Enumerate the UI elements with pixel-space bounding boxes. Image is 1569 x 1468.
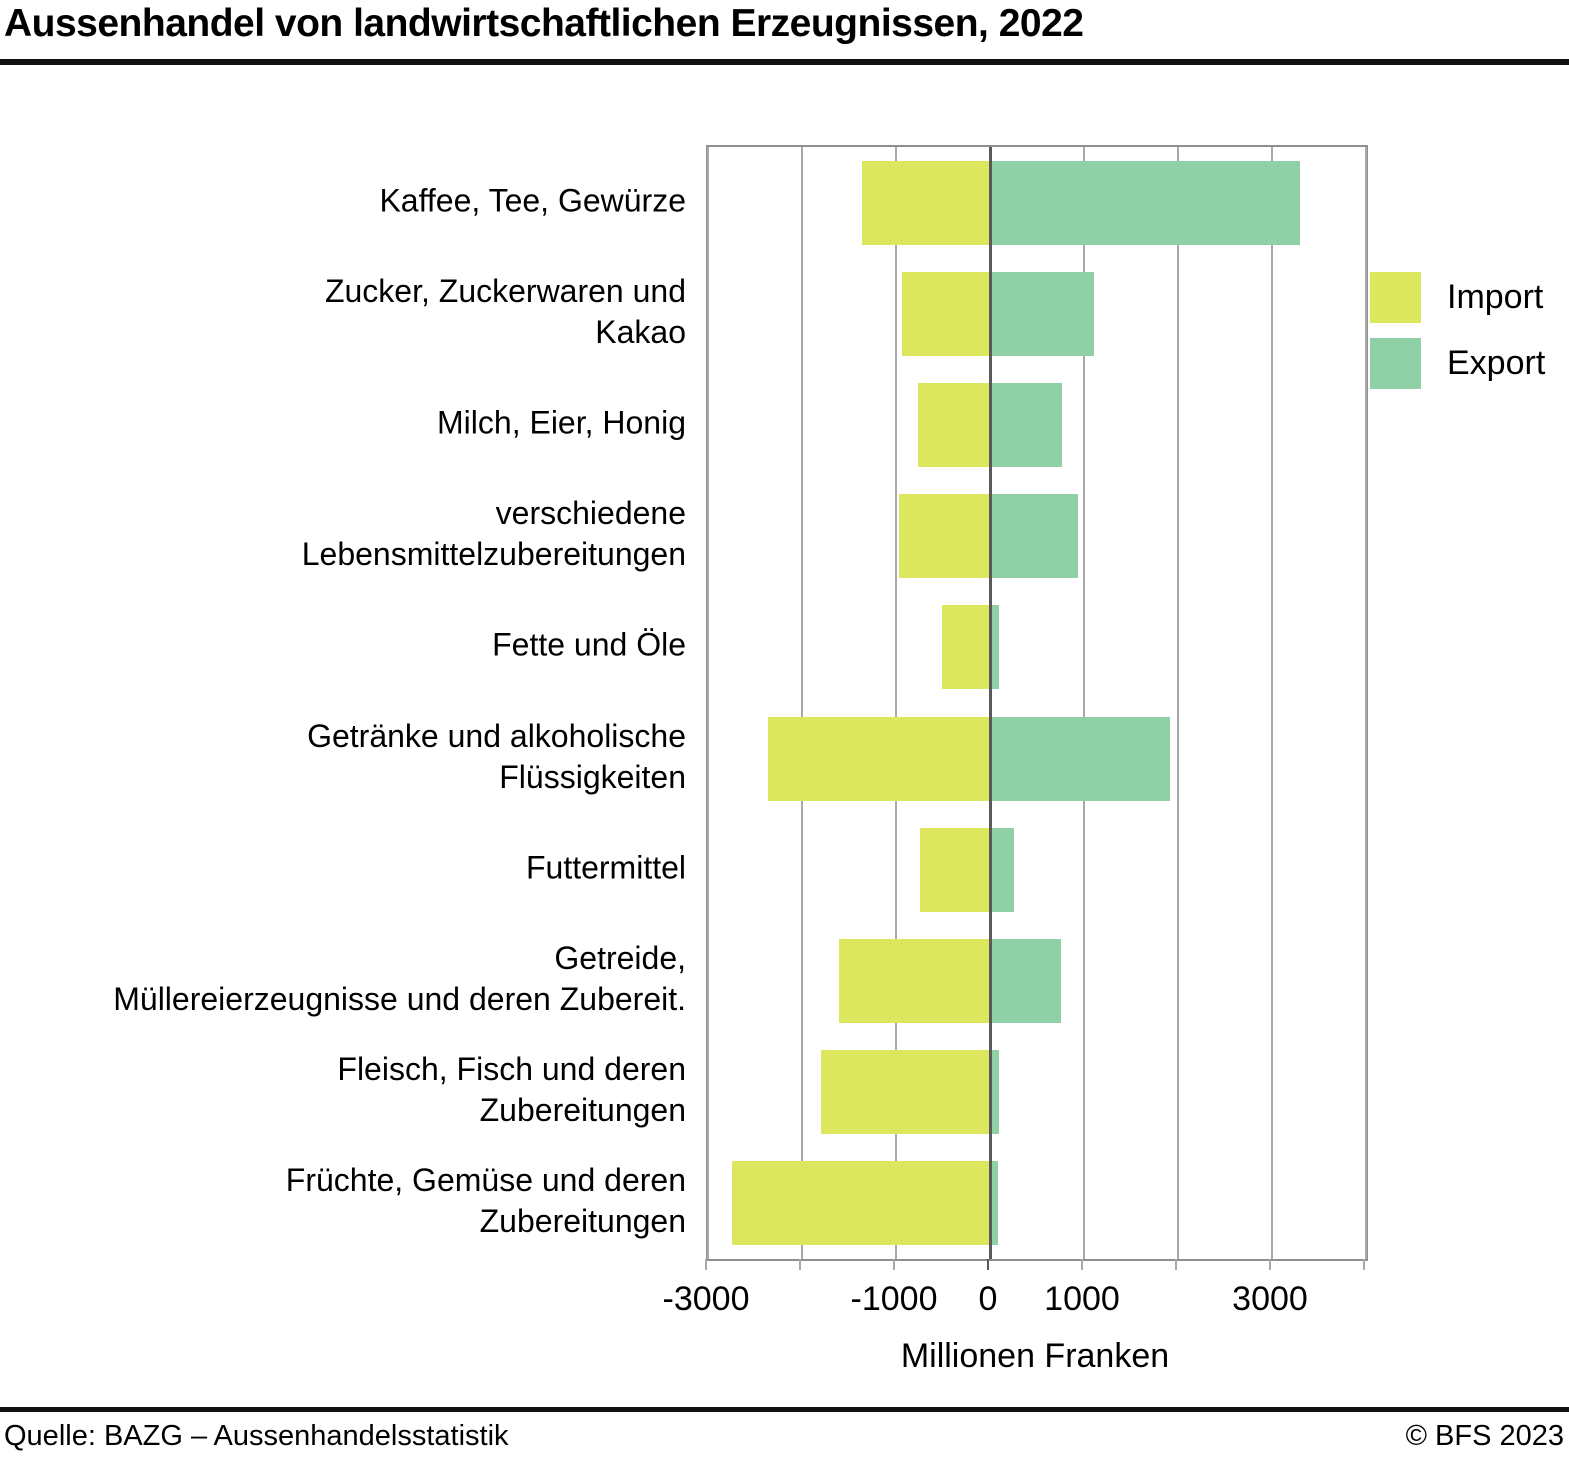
x-tick-label: -3000 <box>662 1280 750 1318</box>
footer-divider <box>0 1407 1569 1412</box>
bar-import <box>768 716 990 801</box>
bar-export <box>990 271 1095 356</box>
bar-export <box>990 1161 999 1246</box>
category-label: Getränke und alkoholische Flüssigkeiten <box>307 717 686 795</box>
bar-export <box>990 1050 1000 1135</box>
category-label: Futtermittel <box>525 849 686 886</box>
source-text: Quelle: BAZG – Aussenhandelsstatistik <box>4 1420 509 1452</box>
bar-import <box>917 383 990 467</box>
category-label: Zucker, Zuckerwaren und Kakao <box>324 272 686 350</box>
bar-import <box>898 494 990 579</box>
copyright-text: © BFS 2023 <box>1405 1420 1564 1452</box>
bar-export <box>990 383 1063 467</box>
category-label: Getreide, Müllereierzeugnisse und deren Z… <box>113 940 686 1017</box>
bar-import <box>920 827 990 912</box>
bar-export <box>990 939 1062 1023</box>
zero-axis-line <box>988 147 992 1259</box>
x-tick <box>1175 1259 1177 1270</box>
category-label: Milch, Eier, Honig <box>437 404 686 441</box>
legend-label-export: Export <box>1447 344 1546 382</box>
x-tick-label: 1000 <box>1044 1280 1120 1318</box>
x-tick <box>1269 1259 1271 1270</box>
bar-import <box>942 605 990 690</box>
legend-item-export: Export <box>1370 338 1545 389</box>
bar-import <box>862 160 990 245</box>
bar-import <box>820 1050 990 1135</box>
plot-area <box>706 145 1368 1261</box>
gridline <box>707 147 709 1259</box>
legend: Import Export <box>1370 272 1545 404</box>
x-axis-title: Millionen Franken <box>900 1337 1170 1375</box>
title-divider <box>0 59 1569 65</box>
category-label: Früchte, Gemüse und deren Zubereitungen <box>285 1162 686 1240</box>
category-label: Fette und Öle <box>492 626 686 663</box>
bar-export <box>990 716 1170 801</box>
bar-import <box>838 939 990 1023</box>
bar-export <box>990 827 1015 912</box>
legend-label-import: Import <box>1447 278 1544 316</box>
gridline <box>1365 147 1367 1259</box>
x-tick-label: 3000 <box>1232 1280 1308 1318</box>
export-swatch <box>1370 338 1421 389</box>
bar-import <box>901 271 990 356</box>
footer: Quelle: BAZG – Aussenhandelsstatistik © … <box>0 1420 1569 1453</box>
bar-export <box>990 160 1301 245</box>
category-label: Kaffee, Tee, Gewürze <box>379 182 686 219</box>
category-label: Fleisch, Fisch und deren Zubereitungen <box>337 1051 686 1129</box>
gridline <box>1271 147 1273 1259</box>
gridline <box>801 147 803 1259</box>
gridline <box>1083 147 1085 1259</box>
x-tick <box>799 1259 801 1270</box>
x-tick <box>987 1259 989 1270</box>
legend-item-import: Import <box>1370 272 1545 323</box>
x-tick <box>893 1259 895 1270</box>
bar-export <box>990 605 1000 690</box>
category-label: verschiedene Lebensmittelzubereitungen <box>301 495 686 573</box>
x-tick <box>705 1259 707 1270</box>
x-tick-label: -1000 <box>850 1280 938 1318</box>
x-tick <box>1081 1259 1083 1270</box>
page-title: Aussenhandel von landwirtschaftlichen Er… <box>4 2 1084 45</box>
x-tick-label: 0 <box>978 1280 998 1318</box>
bar-import <box>732 1161 990 1246</box>
bar-export <box>990 494 1079 579</box>
x-tick <box>1363 1259 1365 1270</box>
import-swatch <box>1370 272 1421 323</box>
gridline <box>1177 147 1179 1259</box>
gridline <box>895 147 897 1259</box>
